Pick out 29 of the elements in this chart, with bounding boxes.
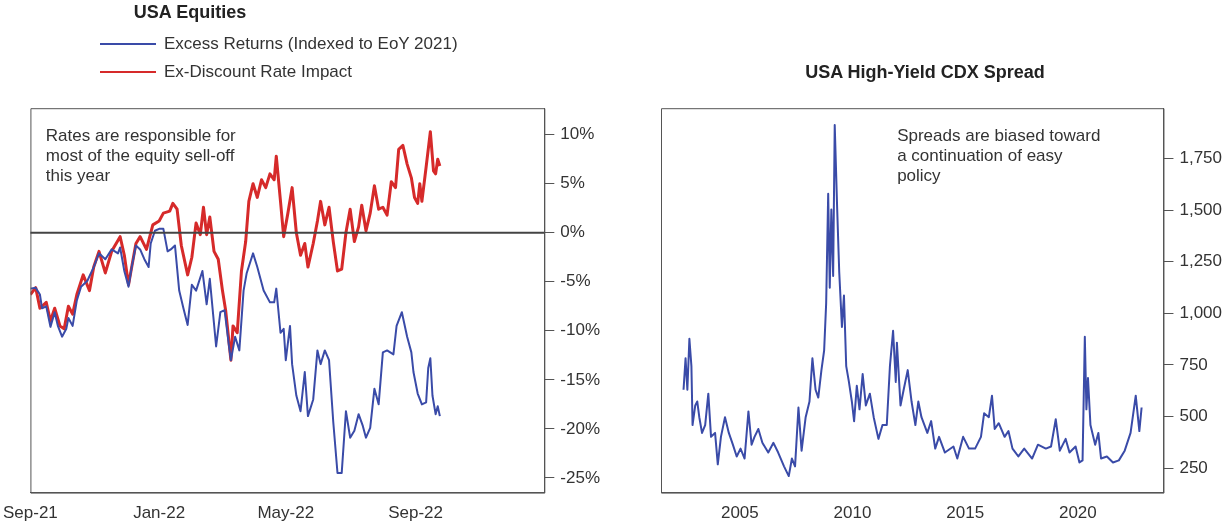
y-tick-label: 10%	[560, 124, 595, 144]
y-tick-label: 250	[1179, 457, 1208, 477]
y-tick-label: 1,500	[1179, 199, 1223, 219]
y-tick-label: -5%	[560, 271, 591, 291]
y-tick-label: -10%	[560, 320, 600, 340]
x-tick-label: 2010	[833, 503, 872, 523]
x-tick-label: 2015	[946, 503, 985, 523]
y-tick-label: 750	[1179, 354, 1208, 374]
annotation: Spreads are biased toward a continuation of easy policy	[897, 125, 1101, 185]
y-tick-label: -15%	[560, 369, 600, 389]
annotation: Rates are responsible for most of the equity sell-off this year	[45, 125, 237, 185]
chart-title: USA High-Yield CDX Spread	[804, 62, 1046, 83]
x-tick-label: May-22	[257, 503, 315, 523]
x-tick-label: 2020	[1058, 503, 1097, 523]
y-tick-label: 1,000	[1179, 303, 1223, 322]
y-tick-label: 500	[1179, 406, 1208, 426]
legend-label: Ex-Discount Rate Impact	[164, 62, 353, 82]
y-tick-label: 5%	[560, 173, 585, 193]
x-tick-label: 2005	[720, 503, 759, 523]
y-tick-label: 1,750	[1179, 148, 1223, 168]
y-tick-label: 1,250	[1179, 251, 1223, 271]
y-tick-label: -20%	[560, 418, 600, 438]
x-tick-label: Jan-22	[133, 503, 186, 523]
y-tick-label: -25%	[560, 467, 600, 487]
x-tick-label: Sep-21	[3, 503, 58, 523]
y-tick-label: 0%	[560, 222, 585, 242]
x-tick-label: Sep-22	[388, 503, 443, 523]
legend-label: Excess Returns (Indexed to EoY 2021)	[164, 34, 458, 54]
chart-title: USA Equities	[132, 2, 248, 23]
